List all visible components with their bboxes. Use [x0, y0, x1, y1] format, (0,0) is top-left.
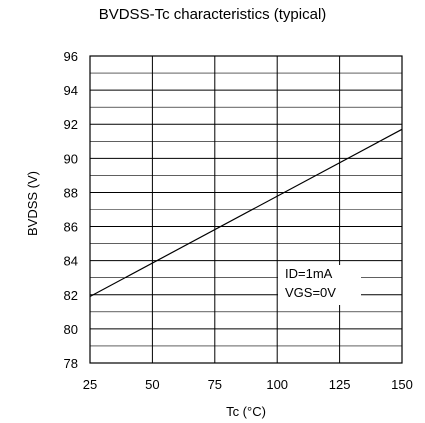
x-tick-label: 150	[391, 377, 413, 392]
y-tick-label: 86	[64, 220, 78, 235]
y-tick-label: 82	[64, 288, 78, 303]
annotation-background	[278, 265, 361, 305]
x-tick-label: 50	[145, 377, 159, 392]
plot-border	[89, 55, 403, 364]
y-tick-label: 84	[64, 254, 78, 269]
x-tick-label: 25	[83, 377, 97, 392]
x-axis-label: Tc (°C)	[226, 404, 266, 419]
y-tick-label: 96	[64, 49, 78, 64]
chart-title: BVDSS-Tc characteristics (typical)	[98, 6, 327, 23]
annotation-vgs: VGS=0V	[285, 285, 336, 300]
plot-frame	[89, 55, 403, 364]
x-tick-label: 125	[329, 377, 351, 392]
y-tick-label: 78	[64, 356, 78, 371]
y-tick-label: 88	[64, 185, 78, 200]
annotation-id: ID=1mA	[285, 266, 333, 281]
grid-lines	[89, 55, 403, 364]
y-tick-label: 92	[64, 117, 78, 132]
series-line	[89, 128, 403, 298]
y-tick-label: 94	[64, 83, 78, 98]
annotations: ID=1mA VGS=0V	[278, 265, 361, 305]
y-tick-label: 90	[64, 151, 78, 166]
y-tick-label: 80	[64, 322, 78, 337]
y-axis-label: BVDSS (V)	[25, 171, 40, 236]
x-tick-label: 75	[208, 377, 222, 392]
x-tick-label: 100	[266, 377, 288, 392]
series-lines	[89, 128, 403, 298]
tick-labels: 78 80 82 84 86 88 90 92 94 96 25 50 75 100 125 150	[64, 49, 413, 392]
